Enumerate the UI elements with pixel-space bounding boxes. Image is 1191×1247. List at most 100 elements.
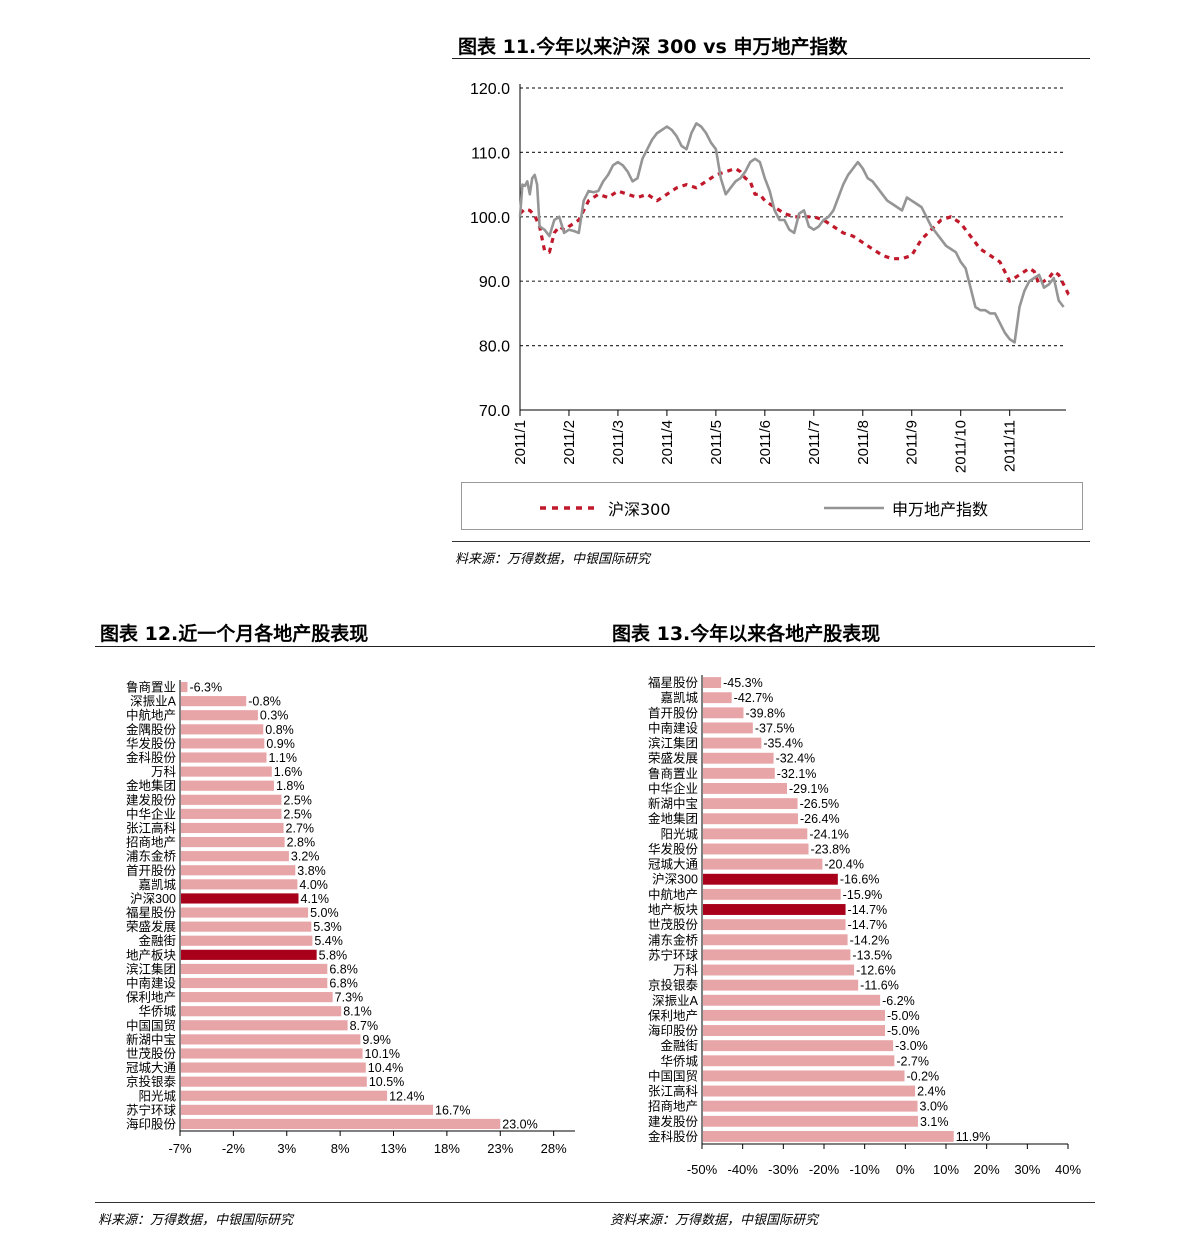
legend-item-hs300: 沪深300 (540, 496, 671, 520)
x-tick-label: -10% (849, 1162, 880, 1177)
x-tick-label: 30% (1014, 1162, 1040, 1177)
y-tick-label: 100.0 (470, 210, 510, 227)
category-label: 苏宁环球 (648, 947, 699, 962)
data-label: 3.0% (920, 1100, 949, 1114)
figure11-title: 图表 11.今年以来沪深 300 vs 申万地产指数 (458, 36, 848, 58)
x-tick-label: 2011/2 (561, 420, 578, 465)
bar (181, 1090, 388, 1101)
bar (703, 767, 775, 779)
data-label: -2.7% (896, 1054, 929, 1068)
category-label: 金融街 (660, 1038, 698, 1053)
category-label: 张江高科 (126, 820, 177, 835)
figure11-title-rule (452, 58, 1090, 59)
category-label: 海印股份 (648, 1023, 699, 1038)
data-label: -20.4% (824, 858, 864, 872)
bar (703, 813, 798, 825)
bar (181, 1062, 366, 1073)
bar (181, 879, 298, 890)
category-label: 荣盛发展 (648, 751, 698, 766)
data-label: 3.8% (297, 864, 326, 878)
category-label: 华发股份 (648, 841, 699, 856)
bar (703, 737, 762, 749)
data-label: 9.9% (362, 1033, 391, 1047)
bar (181, 766, 272, 777)
x-tick-label: -50% (687, 1162, 718, 1177)
category-label: 万科 (673, 964, 699, 978)
figure13-title-rule (605, 646, 1095, 647)
data-label: -32.4% (776, 752, 816, 766)
category-label: 金地集团 (648, 811, 698, 826)
data-label: 5.0% (310, 906, 339, 920)
data-label: 12.4% (389, 1089, 424, 1103)
data-label: 2.5% (283, 793, 312, 807)
bar (181, 837, 285, 848)
data-label: 1.8% (276, 779, 305, 793)
bar (703, 873, 838, 885)
figure12-title: 图表 12.近一个月各地产股表现 (100, 623, 369, 645)
data-label: 2.7% (286, 821, 315, 835)
category-label: 首开股份 (648, 706, 699, 720)
data-label: 0.8% (265, 723, 294, 737)
y-tick-label: 90.0 (479, 274, 510, 291)
bar (181, 1006, 342, 1017)
x-tick-label: -2% (222, 1141, 246, 1156)
data-label: -23.8% (811, 842, 851, 856)
y-tick-label: 80.0 (479, 339, 510, 356)
data-label: 2.5% (283, 807, 312, 821)
category-label: 中南建设 (126, 976, 177, 991)
category-label: 金融街 (138, 933, 176, 948)
data-label: -12.6% (856, 964, 896, 978)
figure12-title-rule (95, 646, 605, 647)
x-tick-label: 2011/8 (855, 420, 872, 465)
line-chart-legend: 沪深300 申万地产指数 (461, 482, 1083, 530)
data-label: -15.9% (843, 888, 883, 902)
category-label: 新湖中宝 (126, 1032, 176, 1047)
category-label: 金科股份 (126, 750, 177, 765)
data-label: -6.3% (189, 681, 222, 695)
bar (703, 1055, 895, 1067)
bar (181, 1034, 361, 1045)
data-label: -0.2% (907, 1069, 940, 1083)
bar (181, 935, 313, 946)
x-tick-label: -20% (809, 1162, 840, 1177)
x-tick-label: 2011/9 (904, 420, 921, 465)
category-label: 深振业A (130, 695, 177, 709)
bar (181, 1104, 434, 1115)
category-label: 保利地产 (648, 1009, 698, 1023)
data-label: 6.8% (329, 977, 358, 991)
x-tick-label: 2011/4 (659, 420, 676, 465)
x-tick-label: 28% (541, 1141, 567, 1156)
bar (703, 1070, 905, 1082)
category-label: 浦东金桥 (126, 849, 177, 864)
y-tick-label: 70.0 (479, 403, 510, 420)
bar (703, 798, 798, 810)
x-tick-label: 2011/7 (806, 420, 823, 465)
figure13-title: 图表 13.今年以来各地产股表现 (612, 623, 881, 645)
bar (703, 722, 753, 734)
data-label: -14.7% (848, 903, 888, 917)
data-label: -37.5% (755, 721, 795, 735)
bar (703, 1085, 916, 1097)
bar (181, 752, 267, 763)
category-label: 招商地产 (126, 835, 176, 850)
bar (703, 1025, 885, 1036)
x-tick-label: 40% (1055, 1162, 1081, 1177)
category-label: 华发股份 (126, 736, 177, 751)
x-tick-label: -7% (168, 1141, 192, 1156)
bar (703, 888, 841, 900)
data-label: -26.4% (800, 812, 840, 826)
category-label: 金科股份 (648, 1129, 699, 1144)
legend-sw-realty-swatch (824, 506, 884, 510)
legend-sw-realty-label: 申万地产指数 (892, 500, 989, 519)
legend-item-sw-realty: 申万地产指数 (824, 496, 988, 520)
data-label: -5.0% (887, 1009, 920, 1023)
figure11-source-rule (452, 541, 1090, 542)
data-label: -39.8% (745, 706, 785, 720)
data-label: -5.0% (887, 1024, 920, 1038)
data-label: -14.7% (848, 918, 888, 932)
category-label: 建发股份 (126, 792, 177, 807)
bar (181, 1076, 367, 1087)
category-label: 滨江集团 (648, 736, 698, 751)
category-label: 中华企业 (126, 806, 176, 821)
